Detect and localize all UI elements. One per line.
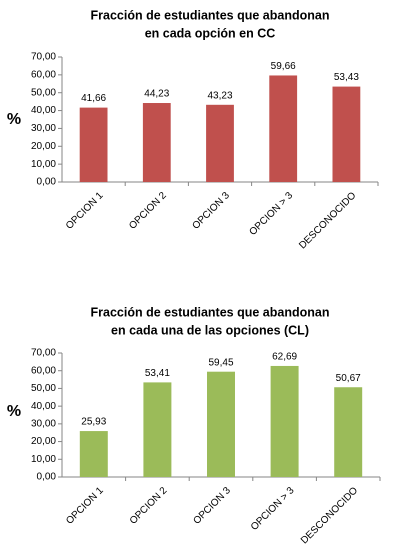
- x-tick-label: OPCION 3: [191, 485, 233, 527]
- bar: [79, 431, 108, 477]
- chart-title: en cada una de las opciones (CL): [111, 323, 309, 337]
- y-tick-label: 50,00: [31, 87, 56, 98]
- y-tick-label: 30,00: [31, 418, 56, 429]
- chart-title: en cada opción en CC: [145, 26, 276, 40]
- y-tick-label: 40,00: [31, 105, 56, 116]
- bar: [142, 103, 171, 182]
- value-label: 43,23: [207, 90, 232, 101]
- x-tick-label: OPCION 1: [64, 485, 106, 527]
- y-tick-label: 60,00: [31, 69, 56, 80]
- x-tick-label: OPCION 2: [128, 485, 170, 527]
- value-label: 41,66: [81, 93, 106, 104]
- bar: [79, 107, 108, 182]
- chart-title: Fracción de estudiantes que abandonan: [91, 8, 330, 22]
- value-label: 53,43: [334, 72, 359, 83]
- y-tick-label: 10,00: [31, 454, 56, 465]
- bar: [334, 387, 363, 477]
- y-tick-label: 0,00: [37, 472, 57, 483]
- bar: [270, 365, 299, 477]
- y-tick-label: 0,00: [37, 177, 57, 188]
- y-tick-label: 20,00: [31, 436, 56, 447]
- value-label: 59,45: [208, 357, 233, 368]
- value-label: 44,23: [144, 89, 169, 100]
- bar: [332, 86, 361, 182]
- y-tick-label: 30,00: [31, 123, 56, 134]
- y-tick-label: 20,00: [31, 141, 56, 152]
- y-tick-label: 70,00: [31, 52, 56, 63]
- y-tick-label: 60,00: [31, 365, 56, 376]
- x-tick-label: OPCION 1: [64, 190, 106, 232]
- x-tick-label: OPCION 3: [190, 190, 232, 232]
- value-label: 59,66: [271, 61, 296, 72]
- value-label: 25,93: [81, 417, 106, 428]
- bar: [207, 371, 235, 477]
- bar: [206, 104, 234, 182]
- x-tick-label: DESCONOCIDO: [297, 190, 358, 251]
- y-tick-label: 10,00: [31, 159, 56, 170]
- bar: [143, 382, 172, 477]
- x-tick-label: OPCION 2: [127, 190, 169, 232]
- bar: [269, 75, 298, 182]
- y-tick-label: 40,00: [31, 401, 56, 412]
- chart-title: Fracción de estudiantes que abandonan: [91, 305, 330, 319]
- value-label: 50,67: [336, 373, 361, 384]
- x-tick-label: OPCION > 3: [249, 485, 297, 533]
- x-tick-label: DESCONOCIDO: [299, 485, 360, 546]
- y-tick-label: 70,00: [31, 348, 56, 359]
- y-axis-label: %: [7, 111, 21, 128]
- y-tick-label: 50,00: [31, 383, 56, 394]
- value-label: 53,41: [145, 368, 170, 379]
- x-tick-label: OPCION > 3: [248, 190, 296, 238]
- y-axis-label: %: [7, 403, 21, 420]
- value-label: 62,69: [272, 352, 297, 363]
